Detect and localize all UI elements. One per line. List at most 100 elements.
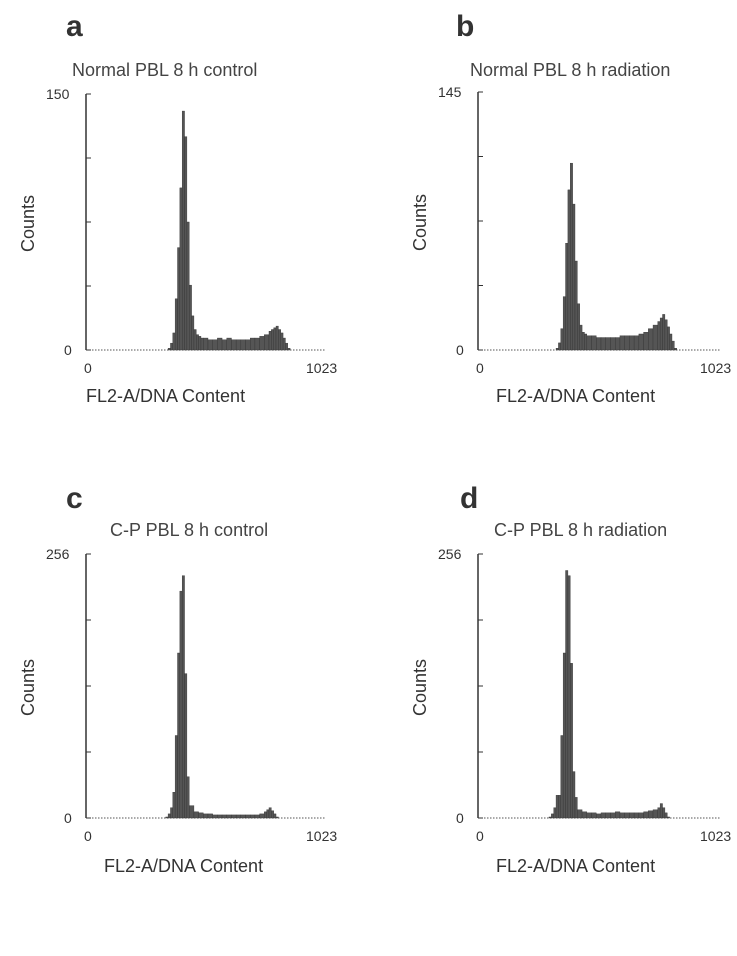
x-tick-label-min: 0 [84,360,92,376]
histogram-bar [259,813,265,819]
histogram-bar [633,335,640,351]
histogram-bar [207,813,213,819]
histogram-bar [551,813,554,819]
histogram-bar [572,771,576,819]
histogram-bar [278,329,281,351]
histogram-bar [212,339,218,351]
histogram-bar [254,814,260,819]
histogram-bar [562,652,566,819]
histogram-bar [174,298,178,351]
histogram-bar [574,797,578,819]
histogram-bar [596,813,602,819]
histogram-bar [200,337,204,351]
x-tick-label-min: 0 [84,828,92,844]
histogram-bar [570,663,573,819]
histogram-bar [652,324,658,351]
histogram-bar [198,812,204,819]
histogram-bar [275,325,279,351]
y-tick-label-min: 0 [456,810,464,826]
histogram-bar [250,337,256,351]
histogram-bar [264,811,267,819]
chart-title: Normal PBL 8 h radiation [470,60,671,80]
histogram-panel-d: d C-P PBL 8 h radiation 256 0 0 1023 Counts FL2… [370,470,732,890]
histogram-bar [581,811,588,819]
histogram-bar [659,317,663,351]
histogram-bar [235,339,242,351]
histogram-bar [667,326,670,351]
histogram-bar [572,203,576,351]
histogram-bar [586,812,592,819]
histogram-bar [186,221,190,351]
histogram-bar [667,816,670,819]
histogram-bar [221,814,227,819]
histogram-bar [562,296,566,351]
histogram-bar [624,812,630,819]
histogram-bar [177,247,181,351]
histogram-bar [558,342,562,351]
histogram-bar [285,342,288,351]
histogram-bar [167,348,171,351]
histogram-plot [85,553,326,819]
histogram-bar [273,327,277,351]
histogram-bar [629,812,635,819]
histogram-bar [591,812,597,819]
histogram-bar [659,803,663,819]
panel-letter: c [66,482,83,515]
x-tick-label-min: 0 [476,828,484,844]
histogram-bar [207,339,213,351]
histogram-bar [184,136,188,351]
histogram-bar [633,812,640,819]
x-axis-label: FL2-A/DNA Content [496,386,656,406]
histogram-bar [193,329,197,351]
histogram-bar [271,329,274,351]
histogram-bar [240,339,246,351]
histogram-bar [586,335,592,351]
histogram-bar [610,337,616,351]
histogram-bar [266,809,270,819]
histogram-bar [282,337,286,351]
histogram-bar [643,332,649,351]
x-tick-label-min: 0 [476,360,484,376]
histogram-bar [548,816,552,819]
histogram-bar [245,339,251,351]
panel-letter: a [66,10,83,43]
histogram-bar [250,814,256,819]
histogram-bar [170,807,174,819]
histogram-bar [186,776,190,819]
histogram-bar [217,337,223,351]
histogram-bar [657,321,661,351]
histogram-bar [624,335,630,351]
histogram-bar [662,314,666,351]
histogram-bar [584,333,588,351]
histogram-bar [614,811,621,819]
y-tick-label-min: 0 [456,342,464,358]
histogram-bar [648,810,654,819]
histogram-bar [664,812,668,819]
histogram-bar [170,342,174,351]
histogram-bar [591,335,597,351]
histogram-bar [560,735,564,819]
histogram-bar [196,334,199,351]
histogram-bar [273,813,277,819]
histogram-bar [619,812,625,819]
histogram-bar [240,814,246,819]
y-tick-label-max: 256 [46,546,70,562]
x-axis-label: FL2-A/DNA Content [86,386,246,406]
histogram-bar [581,332,585,351]
histogram-bar [231,814,237,819]
x-tick-label-max: 1023 [700,360,732,376]
histogram-bar [271,810,274,819]
histogram-bar [664,319,668,351]
y-axis-label: Counts [18,658,38,716]
histogram-bar [555,795,559,819]
x-tick-label-max: 1023 [700,828,732,844]
histogram-plot [85,93,326,351]
histogram-bar [287,348,291,351]
chart-title: C-P PBL 8 h radiation [494,520,668,540]
histogram-bar [555,348,559,351]
histogram-bar [268,807,272,819]
histogram-bar [577,809,583,819]
histogram-bar [629,335,635,351]
chart-title: Normal PBL 8 h control [72,60,258,80]
histogram-bar [652,809,658,819]
